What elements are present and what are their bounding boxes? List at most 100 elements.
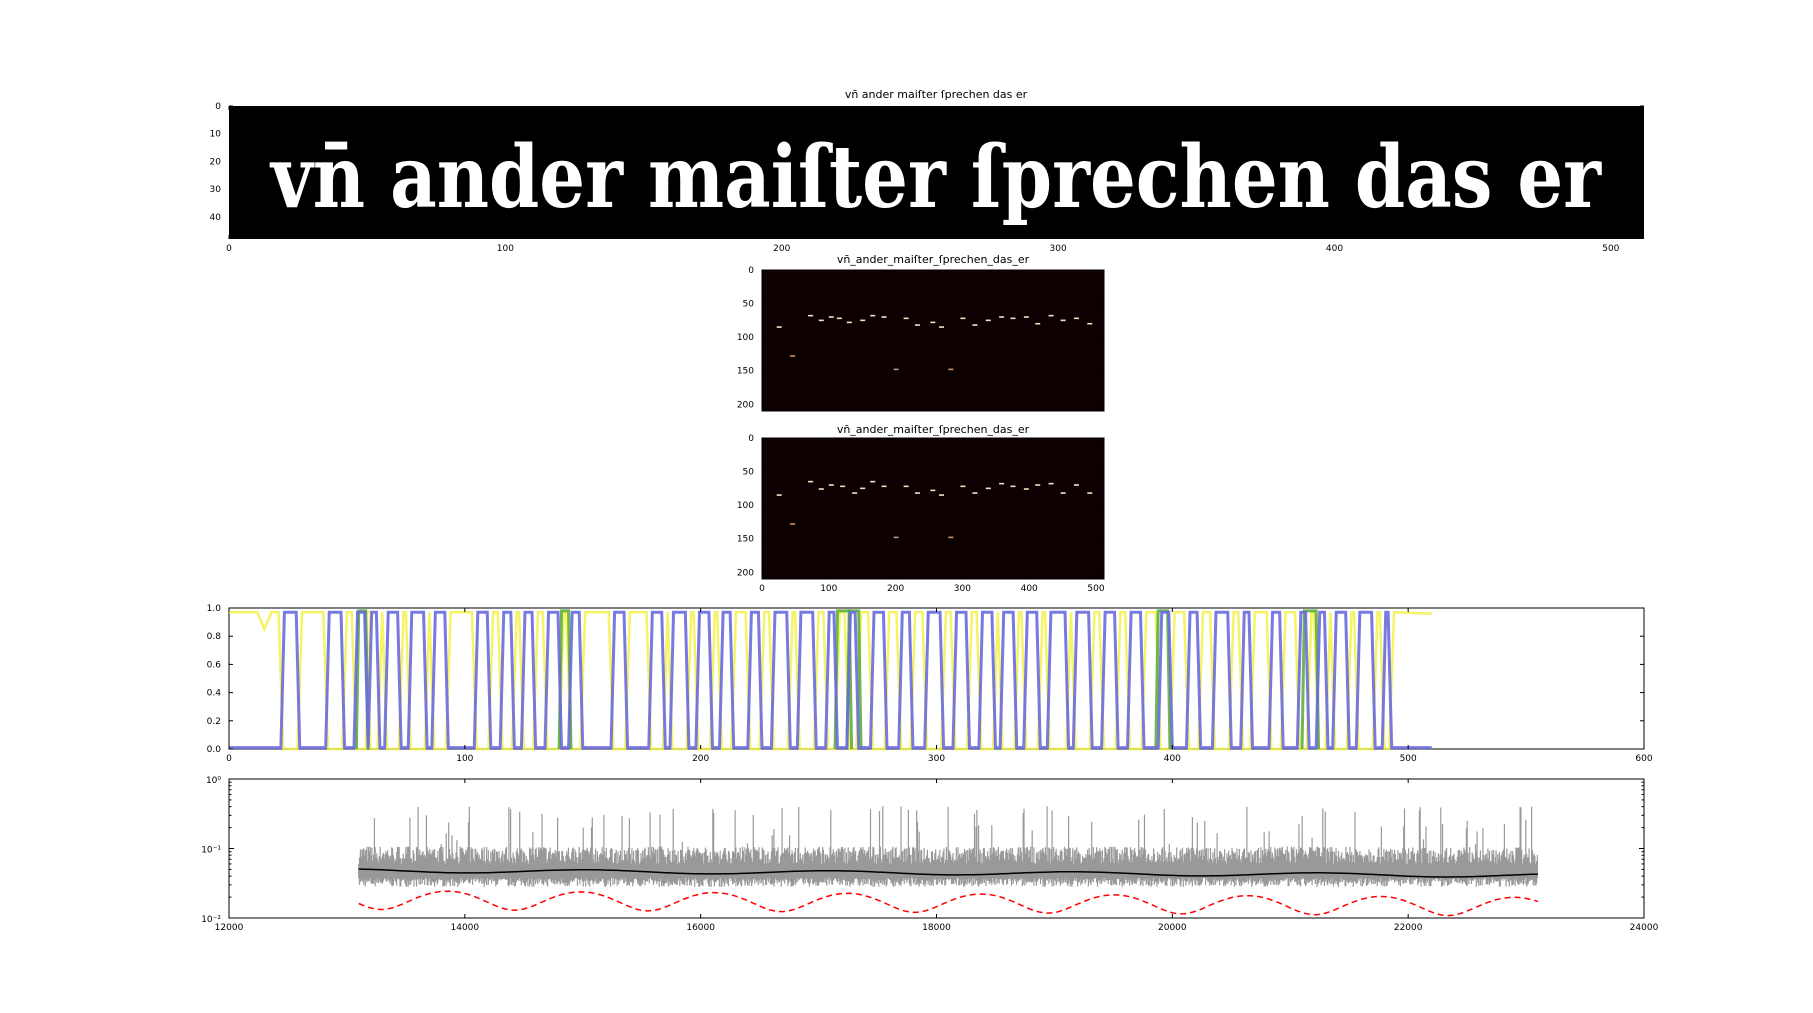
x-tick-label: 600 [1635,754,1652,764]
y-tick-label: 0.4 [207,689,222,699]
heatmap-cell [828,484,834,486]
heatmap-cell [1060,319,1066,322]
x-tick-label: 14000 [451,923,480,933]
raw-loss-series [358,806,1538,887]
blue-series-line [229,610,1432,750]
heatmap-cell [999,316,1005,318]
heatmap-cell [893,368,899,371]
x-tick-label: 400 [1021,584,1038,594]
heatmap-cell [985,319,991,322]
heatmap2-marks [776,480,1093,539]
panel-loss: 12000 14000 16000 18000 20000 22000 24000 10⁻² 1… [201,776,1658,933]
heatmap-cell [972,492,978,494]
x-tick-label: 400 [1164,754,1181,764]
x-tick-label: 0 [759,584,765,594]
y-tick-label: 50 [743,300,755,310]
y-tick-label: 200 [737,400,754,410]
probabilities-frame [228,607,1645,750]
heatmap1-background [761,269,1105,412]
y-tick-label: 50 [743,468,755,478]
heatmap-cell [1035,322,1041,325]
heatmap-cell [1087,492,1093,494]
heatmap-cell [808,480,814,483]
y-tick-label: 10⁻² [201,915,221,925]
y-tick-label: 100 [737,501,754,511]
panel-heatmap-1: vn̄_ander_maiſter_ſprechen_das_er 0 50 100… [737,253,1105,412]
y-tick-label: 10 [210,130,222,140]
x-tick-label: 300 [954,584,971,594]
panel5-axes: 12000 14000 16000 18000 20000 22000 24000 10⁻² 1… [201,776,1658,933]
panel1-title: vn̄ ander maiſter ſprechen das er [845,88,1028,101]
y-tick-label: 0.6 [207,660,222,670]
x-tick-label: 200 [887,584,904,594]
x-tick-label: 22000 [1394,923,1423,933]
y-tick-label: 30 [210,185,222,195]
heatmap-cell [828,316,834,318]
heatmap-cell [1010,485,1016,488]
x-tick-label: 500 [1087,584,1104,594]
x-tick-label: 0 [226,244,232,254]
smoothed-loss-series [358,868,1538,878]
heatmap-cell [999,482,1005,485]
x-tick-label: 0 [226,754,232,764]
heatmap-cell [1035,484,1041,486]
panel4-axes: 0 100 200 300 400 500 600 0.0 0.2 0.4 0.6 0.8 1.0 [207,604,1653,764]
heatmap2-background [761,437,1105,580]
heatmap-cell [870,480,876,483]
heatmap-cell [960,317,966,320]
heatmap-cell [948,536,954,539]
y-tick-label: 0.2 [207,717,221,727]
x-tick-label: 500 [1400,754,1417,764]
heatmap-cell [1087,322,1093,325]
y-tick-label: 10⁻¹ [201,846,221,856]
y-tick-label: 20 [210,157,222,167]
heatmap-cell [930,321,936,324]
x-tick-label: 400 [1326,244,1343,254]
x-tick-label: 18000 [922,923,951,933]
y-tick-label: 0 [748,266,754,276]
panel1-axes: 0 100 200 300 400 500 0 10 20 30 40 [210,102,1644,254]
heatmap-cell [881,485,887,488]
y-tick-label: 40 [210,213,222,223]
heatmap-cell [808,314,814,317]
heatmap-cell [903,485,909,488]
heatmap-cell [1048,482,1054,485]
y-tick-label: 0.0 [207,745,222,755]
x-tick-label: 100 [456,754,473,764]
y-tick-label: 1.0 [207,604,222,614]
heatmap-cell [939,326,945,328]
heatmap-cell [870,314,876,317]
panel-probabilities: 0 100 200 300 400 500 600 0.0 0.2 0.4 0.6 0.8 1.0 [207,604,1653,764]
heatmap-cell [1060,492,1066,494]
heatmap-cell [860,487,866,490]
heatmap-cell [852,492,858,494]
heatmap-cell [860,319,866,322]
panel2-title: vn̄_ander_maiſter_ſprechen_das_er [837,253,1030,266]
heatmap-cell [903,317,909,320]
heatmap1-marks [776,314,1093,371]
x-tick-label: 200 [692,754,709,764]
heatmap-cell [1073,484,1079,486]
y-tick-label: 0.8 [207,632,222,642]
heatmap-cell [1048,314,1054,317]
x-tick-label: 100 [820,584,837,594]
y-tick-label: 150 [737,535,754,545]
x-tick-label: 300 [928,754,945,764]
y-tick-label: 100 [737,333,754,343]
heatmap-cell [846,321,852,324]
line-image-text: vn̄ ander maiſter ſprechen das er [269,127,1602,228]
x-tick-label: 300 [1050,244,1067,254]
heatmap-cell [881,316,887,318]
y-tick-label: 0 [748,434,754,444]
x-tick-label: 24000 [1630,923,1659,933]
y-tick-label: 200 [737,568,754,578]
heatmap-cell [1010,317,1016,320]
y-tick-label: 150 [737,367,754,377]
y-tick-label: 10⁰ [206,776,221,786]
heatmap-cell [914,324,920,326]
x-tick-label: 500 [1602,244,1619,254]
heatmap-cell [1023,316,1029,318]
panel3-axes: 0 100 200 300 400 500 0 50 100 150 200 [737,434,1105,594]
heatmap-cell [914,492,920,494]
heatmap-cell [972,324,978,326]
